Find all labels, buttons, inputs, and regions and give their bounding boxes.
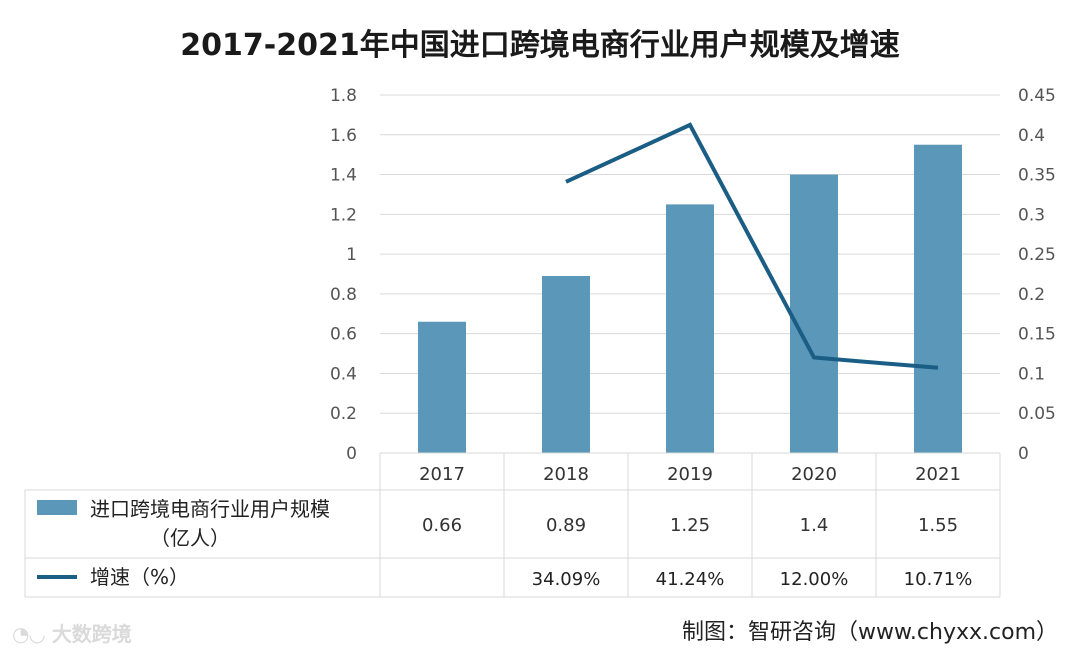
right-axis-tick-label: 0.05 bbox=[1018, 404, 1056, 424]
category-label: 2020 bbox=[791, 464, 837, 485]
right-axis-tick-label: 0.3 bbox=[1018, 205, 1045, 225]
category-label: 2017 bbox=[419, 464, 465, 485]
left-axis-tick-label: 1.8 bbox=[330, 86, 357, 106]
right-axis-tick-label: 0.35 bbox=[1018, 166, 1056, 186]
right-axis-tick-label: 0.25 bbox=[1018, 245, 1056, 265]
right-axis-tick-label: 0.45 bbox=[1018, 86, 1056, 106]
line-data-label: 34.09% bbox=[532, 569, 601, 590]
right-axis-tick-label: 0.1 bbox=[1018, 364, 1045, 384]
legend-line-label: 增速（%） bbox=[90, 565, 189, 589]
category-label: 2019 bbox=[667, 464, 713, 485]
left-axis-tick-label: 1.4 bbox=[330, 166, 357, 186]
bar bbox=[790, 174, 838, 454]
category-label: 2018 bbox=[543, 464, 589, 485]
line-data-label: 10.71% bbox=[904, 569, 973, 590]
category-label: 2021 bbox=[915, 464, 961, 485]
bar bbox=[914, 144, 962, 453]
left-axis-tick-label: 1.2 bbox=[330, 205, 357, 225]
legend-bar-swatch bbox=[37, 500, 77, 515]
right-axis-tick-label: 0.4 bbox=[1018, 126, 1045, 146]
bar-data-label: 1.4 bbox=[800, 515, 829, 536]
line-data-label: 41.24% bbox=[656, 569, 725, 590]
left-axis-tick-label: 0 bbox=[346, 444, 357, 464]
bar-data-label: 1.25 bbox=[670, 515, 710, 536]
line-series bbox=[565, 122, 939, 370]
right-axis-tick-label: 0.15 bbox=[1018, 325, 1056, 345]
legend-bar-unit: （亿人） bbox=[150, 526, 230, 550]
watermark-text: 大数跨境 bbox=[51, 622, 132, 646]
source-credit: 制图：智研咨询（www.chyxx.com） bbox=[681, 620, 1058, 645]
watermark: ◔◡ 大数跨境 bbox=[12, 618, 132, 647]
legend-bar-label: 进口跨境电商行业用户规模 bbox=[90, 497, 330, 521]
bar bbox=[418, 321, 466, 453]
line-data-label: 12.00% bbox=[780, 569, 849, 590]
left-axis-tick-label: 1 bbox=[346, 245, 357, 265]
chart-title: 2017-2021年中国进口跨境电商行业用户规模及增速 bbox=[180, 28, 899, 63]
bar-data-label: 0.66 bbox=[422, 515, 462, 536]
watermark-icon: ◔◡ bbox=[12, 622, 45, 646]
bar-data-label: 1.55 bbox=[918, 515, 958, 536]
right-axis-tick-label: 0 bbox=[1018, 444, 1029, 464]
right-axis-tick-label: 0.2 bbox=[1018, 285, 1045, 305]
bar bbox=[666, 204, 714, 453]
left-axis-tick-label: 0.4 bbox=[330, 364, 357, 384]
left-axis-tick-label: 0.6 bbox=[330, 325, 357, 345]
left-axis-tick-label: 0.2 bbox=[330, 404, 357, 424]
bar bbox=[542, 275, 590, 453]
left-axis-tick-label: 0.8 bbox=[330, 285, 357, 305]
bar-data-label: 0.89 bbox=[546, 515, 586, 536]
left-axis-tick-label: 1.6 bbox=[330, 126, 357, 146]
